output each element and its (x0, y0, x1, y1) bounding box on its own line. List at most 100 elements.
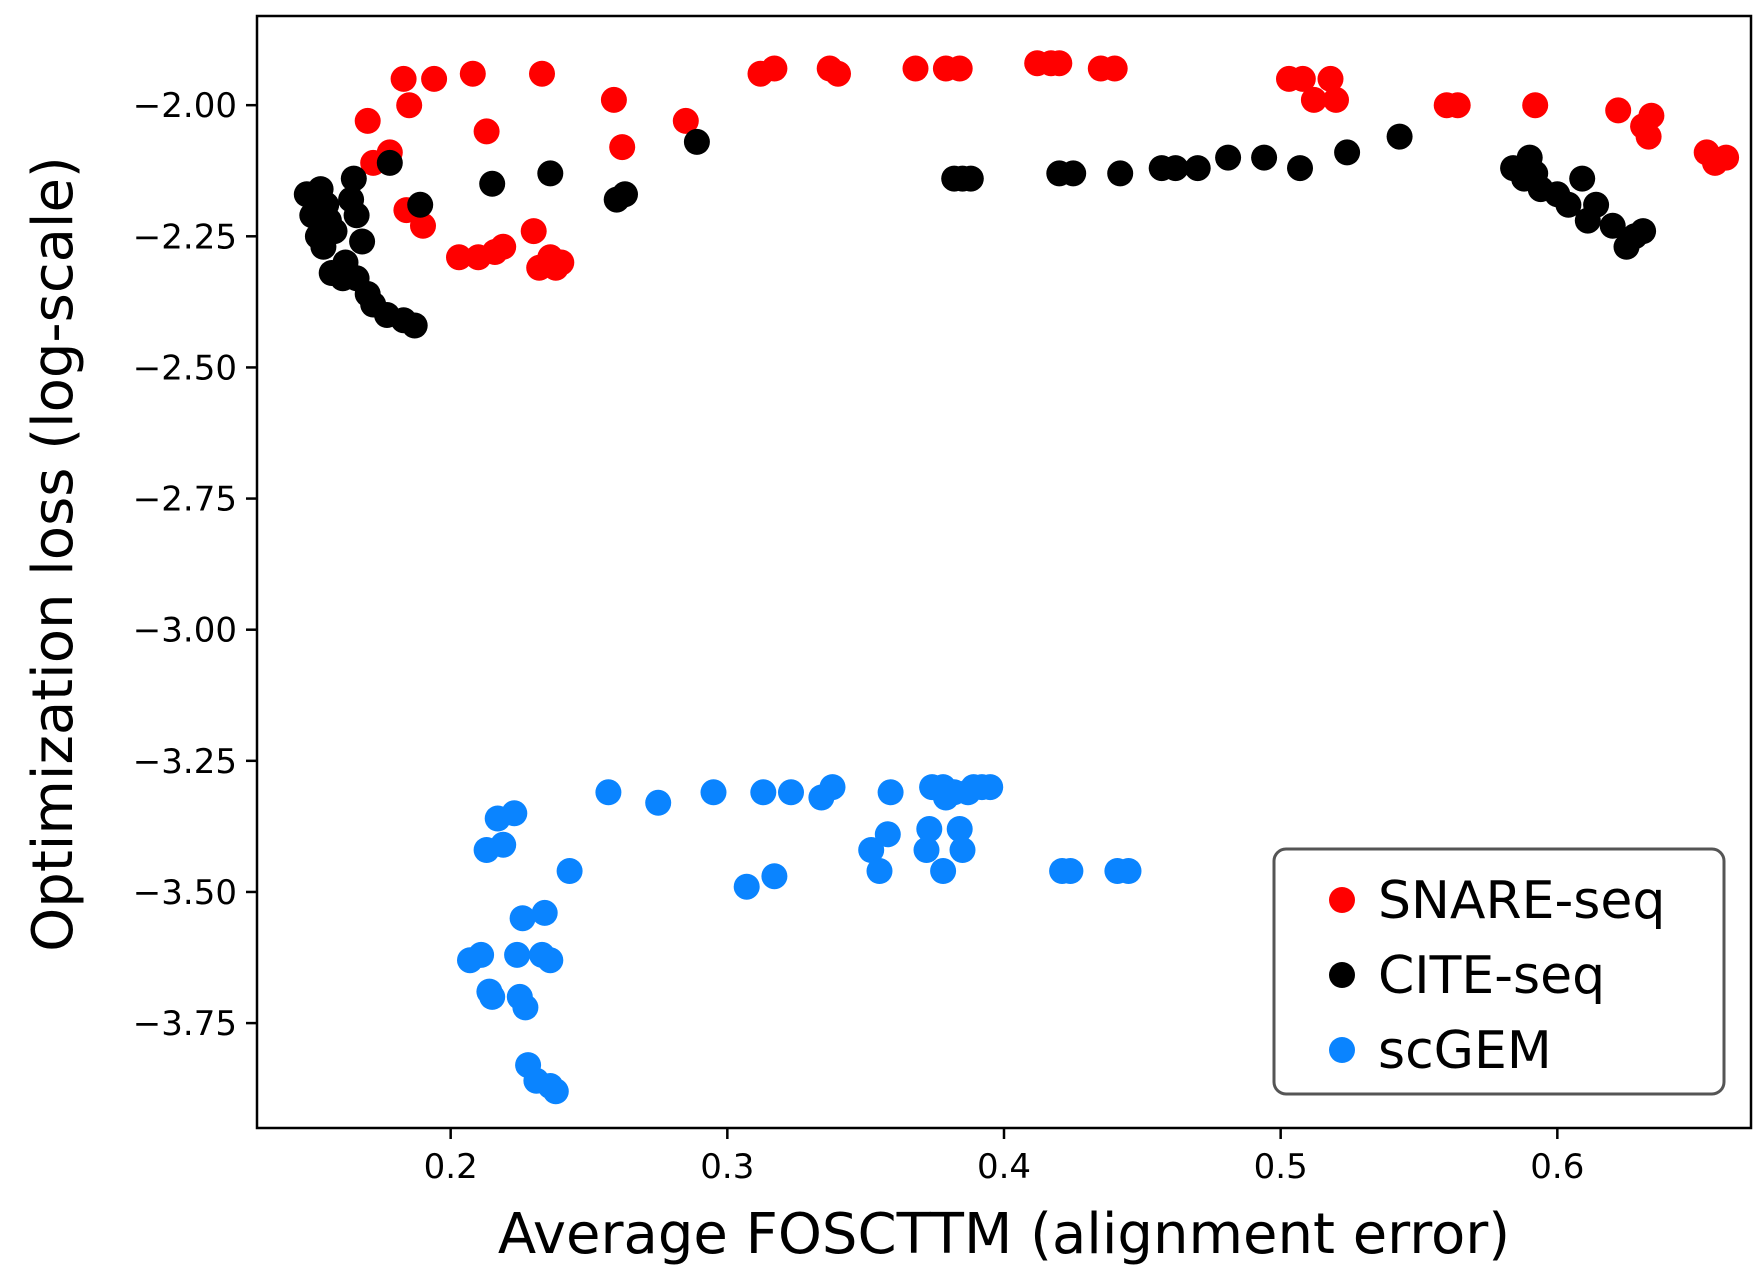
scgem-point (1057, 858, 1084, 884)
snare-seq-point (520, 218, 547, 245)
y-tick-label: −3.25 (133, 742, 237, 782)
x-tick-label: 0.2 (424, 1147, 478, 1187)
scgem-point (916, 816, 943, 842)
scgem-point (537, 947, 564, 974)
cite-seq-point (1215, 144, 1242, 171)
series-cite-seq (293, 123, 1657, 339)
scgem-point (504, 941, 531, 968)
snare-seq-point (1046, 50, 1073, 77)
plot-frame (255, 14, 1753, 1130)
snare-seq-point (459, 60, 486, 87)
cite-seq-point (479, 170, 506, 197)
scgem-point (509, 905, 536, 932)
snare-seq-point (421, 65, 448, 92)
cite-seq-point (1334, 139, 1361, 166)
scgem-point (949, 837, 976, 863)
snare-seq-point (490, 233, 517, 260)
cite-seq-point (1060, 160, 1087, 187)
scgem-point (501, 800, 528, 827)
legend: SNARE-seq CITE-seq scGEM (1272, 847, 1726, 1096)
y-tick-label: −2.00 (133, 86, 237, 126)
series-scgem (457, 774, 1142, 1105)
cite-seq-point (1184, 155, 1211, 182)
cite-seq-point (1599, 212, 1626, 239)
scgem-point (645, 789, 672, 816)
legend-label-scgem: scGEM (1378, 1021, 1552, 1081)
x-tick-label: 0.6 (1530, 1147, 1584, 1187)
scgem-point (913, 837, 940, 863)
y-tick-label: −3.00 (133, 611, 237, 651)
snare-seq-point (825, 60, 851, 87)
scgem-point (877, 779, 904, 806)
y-tick-label: −3.75 (133, 1004, 237, 1044)
snare-seq-point (1300, 86, 1327, 113)
legend-marker-scgem (1329, 1037, 1355, 1063)
snare-seq-point (672, 107, 699, 134)
snare-seq-point (1522, 92, 1549, 119)
x-axis-title: Average FOSCTTM (alignment error) (498, 1202, 1510, 1267)
scgem-point (946, 816, 973, 842)
snare-seq-point (1713, 144, 1740, 171)
y-axis-title: Optimization loss (log-scale) (21, 156, 86, 952)
cite-seq-point (343, 202, 370, 229)
snare-seq-point (410, 212, 436, 239)
snare-seq-point (1317, 65, 1344, 92)
scgem-point (866, 858, 893, 884)
cite-seq-point (683, 128, 710, 155)
snare-seq-point (1101, 55, 1128, 82)
snare-seq-point (600, 86, 627, 113)
snare-seq-point (354, 107, 381, 134)
x-axis-ticks: 0.2 0.3 0.4 0.5 0.6 (424, 1128, 1584, 1187)
snare-seq-point (1323, 86, 1349, 113)
cite-seq-point (376, 149, 403, 176)
y-axis-ticks: −2.00 −2.25 −2.50 −2.75 −3.00 −3.25 −3.50 −3.75 (133, 86, 257, 1044)
cite-seq-point (1630, 218, 1657, 245)
cite-seq-point (340, 165, 367, 192)
scgem-point (700, 779, 727, 806)
snare-seq-point (946, 55, 973, 82)
snare-seq-point (902, 55, 929, 82)
scgem-point (512, 994, 539, 1021)
legend-label-snare-seq: SNARE-seq (1378, 871, 1665, 931)
x-tick-label: 0.5 (1254, 1147, 1308, 1187)
legend-items: SNARE-seq CITE-seq scGEM (1329, 871, 1665, 1081)
y-tick-label: −2.75 (133, 480, 237, 520)
cite-seq-point (1162, 155, 1189, 182)
scgem-point (778, 779, 804, 806)
legend-marker-snare-seq (1329, 887, 1355, 913)
data-points (293, 50, 1740, 1105)
x-tick-label: 0.3 (700, 1147, 754, 1187)
scgem-point (1115, 858, 1142, 884)
cite-seq-point (1107, 160, 1134, 187)
scgem-point (819, 774, 846, 801)
snare-seq-point (1605, 97, 1632, 124)
cite-seq-point (1386, 123, 1413, 150)
snare-seq-point (473, 118, 500, 145)
scgem-point (468, 941, 495, 968)
cite-seq-point (612, 181, 638, 208)
cite-seq-point (1583, 191, 1610, 218)
scgem-point (490, 831, 517, 858)
snare-seq-point (446, 244, 472, 271)
scgem-point (874, 821, 901, 848)
snare-seq-point (1289, 65, 1316, 92)
snare-seq-point (396, 92, 423, 119)
snare-seq-point (1638, 102, 1665, 129)
cite-seq-point (957, 165, 984, 192)
cite-seq-point (1555, 191, 1582, 218)
scgem-point (977, 774, 1004, 801)
series-snare-seq (354, 50, 1740, 281)
cite-seq-point (1287, 155, 1313, 182)
x-tick-label: 0.4 (977, 1147, 1031, 1187)
scgem-point (595, 779, 622, 806)
cite-seq-point (1569, 165, 1596, 192)
snare-seq-point (761, 55, 788, 82)
y-tick-label: −3.50 (133, 873, 237, 913)
scgem-point (733, 873, 760, 900)
scgem-point (761, 863, 788, 890)
scgem-point (542, 1078, 569, 1105)
scgem-point (556, 858, 583, 884)
cite-seq-point (401, 312, 428, 339)
snare-seq-point (609, 134, 636, 161)
